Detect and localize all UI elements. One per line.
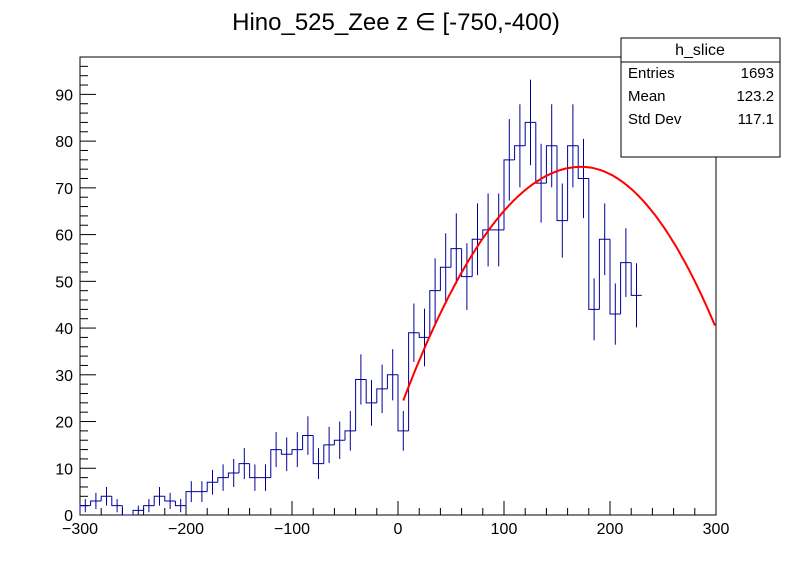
y-tick-label: 60 — [55, 228, 73, 245]
histogram-bin — [524, 121, 536, 146]
histogram-bin — [206, 481, 218, 492]
y-axis: 0 10 20 30 40 50 60 70 80 90 — [55, 56, 96, 525]
histogram-bin — [365, 379, 377, 404]
stats-box: h_slice Entries 1693 Mean 123.2 Std Dev … — [620, 37, 781, 158]
x-tick-label: −300 — [62, 521, 98, 538]
stats-label-stddev: Std Dev — [628, 111, 682, 128]
histogram-bin — [302, 435, 314, 450]
histogram-bin — [450, 248, 462, 268]
histogram-bin — [132, 509, 144, 515]
x-tick-label: −100 — [274, 521, 310, 538]
y-tick-label: 80 — [55, 134, 73, 151]
histogram-bin — [514, 145, 526, 160]
histogram-bin — [153, 495, 165, 506]
histogram-bin — [355, 378, 367, 431]
y-tick-label: 10 — [55, 461, 73, 478]
y-tick-label: 90 — [55, 87, 73, 104]
histogram-bin — [323, 444, 335, 464]
histogram-bin — [376, 388, 388, 403]
histogram-bin — [291, 449, 303, 455]
histogram-bin — [111, 496, 123, 507]
histogram-bin — [545, 145, 557, 184]
histogram-bin — [630, 262, 642, 296]
histogram-bin — [270, 449, 282, 478]
histogram-bin — [100, 495, 112, 501]
x-tick-label: 100 — [491, 521, 518, 538]
y-tick-label: 50 — [55, 274, 73, 291]
y-tick-label: 0 — [64, 508, 73, 525]
stats-box-title: h_slice — [675, 42, 725, 59]
histogram-bin — [90, 500, 102, 506]
histogram-bin — [280, 449, 292, 455]
histogram-bin — [164, 496, 176, 502]
x-tick-label: 300 — [703, 521, 730, 538]
histogram-bin — [429, 290, 441, 338]
x-tick-label: −200 — [168, 521, 204, 538]
histogram-bin — [609, 239, 621, 315]
histogram-bin — [503, 159, 515, 230]
histogram-series — [79, 121, 642, 516]
stats-value-entries: 1693 — [741, 65, 774, 82]
histogram-bin — [439, 266, 451, 291]
histogram-bin — [461, 248, 473, 278]
histogram-bin — [620, 262, 632, 315]
histogram-bin — [598, 238, 610, 310]
histogram-bin — [238, 463, 250, 473]
stats-value-stddev: 117.1 — [738, 111, 774, 128]
histogram-bin — [185, 491, 197, 506]
stats-label-entries: Entries — [628, 65, 675, 82]
error-bars — [84, 79, 637, 515]
histogram-bin — [577, 145, 589, 180]
y-tick-label: 70 — [55, 181, 73, 198]
chart-title: Hino_525_Zee z ∈ [-750,-400) — [232, 9, 560, 36]
x-tick-label: 200 — [597, 521, 624, 538]
histogram-bin — [249, 463, 261, 479]
histogram-bin — [408, 332, 420, 431]
fit-curve — [402, 165, 716, 401]
histogram-bin — [588, 178, 600, 310]
x-tick-label: 0 — [394, 521, 403, 538]
y-tick-label: 40 — [55, 321, 73, 338]
histogram-bin — [397, 374, 409, 432]
histogram-bin — [386, 374, 398, 389]
histogram-bin — [121, 505, 133, 516]
histogram-bin — [143, 505, 155, 511]
stats-label-mean: Mean — [628, 88, 666, 105]
histogram-bin — [227, 472, 239, 478]
y-tick-label: 30 — [55, 368, 73, 385]
histogram-bin — [344, 430, 356, 441]
histogram-bin — [312, 435, 324, 465]
stats-box-frame — [620, 37, 781, 158]
stats-value-mean: 123.2 — [736, 88, 774, 105]
x-axis: −300 −200 −100 0 100 200 300 — [62, 501, 729, 538]
histogram-bin — [567, 145, 579, 221]
y-tick-label: 20 — [55, 415, 73, 432]
histogram-bin — [333, 439, 345, 445]
histogram-bin — [217, 477, 229, 483]
histogram-bin — [471, 238, 483, 277]
histogram-bin — [418, 332, 430, 338]
histogram-bin — [174, 500, 186, 507]
histogram-bin — [79, 505, 91, 515]
